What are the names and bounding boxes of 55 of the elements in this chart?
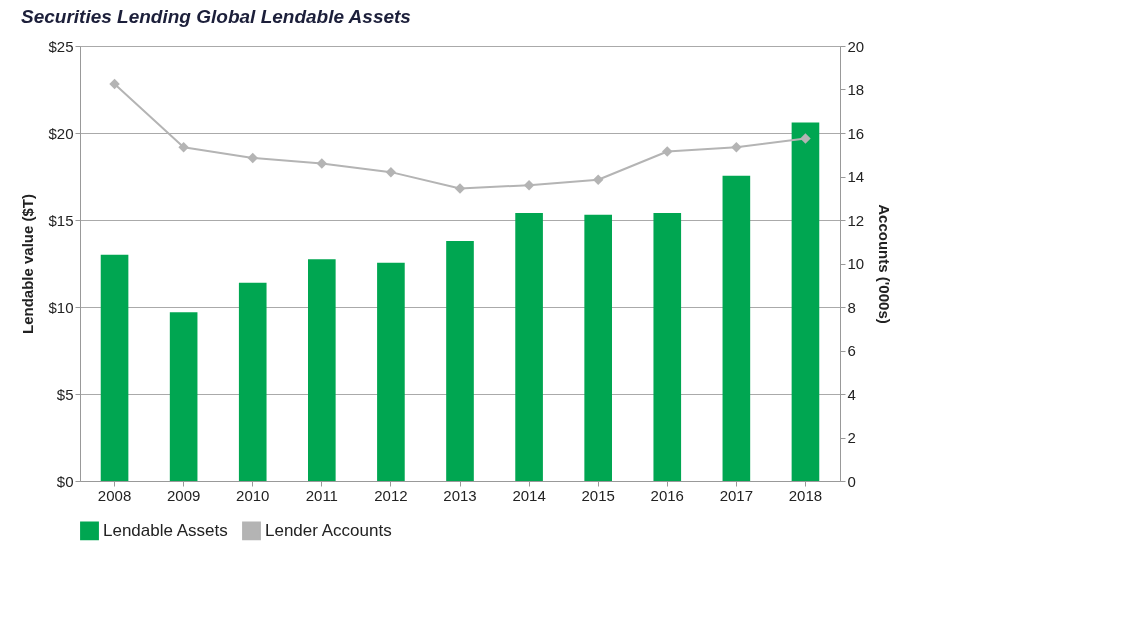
x-tick-label: 2018 — [788, 486, 823, 504]
y2-tick-label: 16 — [847, 124, 865, 142]
bar — [238, 282, 267, 481]
y-tick-label: $0 — [56, 472, 74, 490]
y2-tick-label: 8 — [847, 298, 856, 316]
y2-tick-label: 6 — [847, 342, 856, 359]
point — [731, 141, 742, 153]
bar — [653, 213, 682, 481]
point — [178, 141, 189, 153]
bar — [515, 213, 543, 481]
x-tick-label: 2012 — [374, 486, 408, 504]
point — [385, 166, 397, 178]
x-tick-label: 2017 — [719, 486, 754, 504]
x-tick-label: 2014 — [512, 486, 546, 504]
point — [316, 158, 328, 169]
x-tick-label: 2008 — [97, 486, 132, 504]
y2-tick-label: 2 — [847, 429, 856, 446]
y-tick-label: $5 — [56, 385, 74, 403]
y2-tick-label: 14 — [847, 168, 865, 185]
x-tick-label: 2015 — [581, 486, 615, 504]
y2-tick-label: 20 — [847, 37, 865, 55]
x-tick-label: 2013 — [443, 486, 477, 504]
x-tick-label: 2011 — [305, 486, 338, 504]
x-tick-label: 2016 — [650, 486, 684, 504]
point — [592, 174, 604, 186]
point — [454, 183, 466, 194]
y-tick-label: $25 — [48, 37, 74, 55]
bar — [169, 312, 198, 481]
point — [109, 78, 120, 90]
bar — [584, 214, 612, 481]
y-tick-label: $15 — [48, 211, 74, 229]
bar — [308, 259, 336, 481]
y2-tick-label: 12 — [847, 211, 865, 229]
bar — [100, 254, 129, 481]
y-tick-label: $10 — [48, 298, 74, 316]
bar — [722, 175, 751, 481]
legend-label: Lender Accounts — [265, 520, 392, 540]
y-tick-label: $20 — [48, 124, 74, 142]
x-tick-label: 2010 — [236, 486, 270, 504]
bar — [791, 122, 820, 481]
y2-tick-label: 18 — [847, 81, 865, 98]
point — [247, 152, 258, 164]
chart-title: Securities Lending Global Lendable Assets — [20, 6, 411, 27]
x-tick-label: 2009 — [166, 486, 201, 504]
y2-tick-label: 4 — [847, 385, 856, 403]
point — [523, 179, 535, 191]
point — [800, 133, 811, 144]
legend-label: Lendable Assets — [103, 520, 228, 540]
bar — [446, 240, 474, 481]
y2-tick-label: 10 — [847, 255, 865, 272]
y-axis-title: Lendable value ($T) — [19, 193, 37, 335]
y2-axis-title: Accounts ('000s) — [876, 204, 894, 324]
point — [662, 146, 673, 157]
y2-tick-label: 0 — [847, 472, 856, 490]
bar — [377, 262, 405, 481]
